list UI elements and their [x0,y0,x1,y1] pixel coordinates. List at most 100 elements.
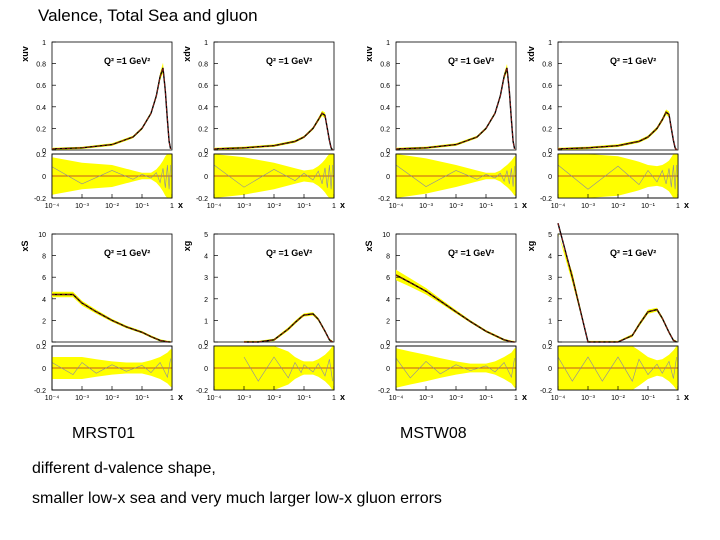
x-tick-label: 10⁻¹ [479,203,493,210]
label-mstw08: MSTW08 [400,425,467,442]
fit-curve [52,294,171,343]
q2-annotation: Q² =1 GeV² [266,56,312,66]
ratio-alt-curve [51,164,171,190]
y-tick-label: 1 [42,40,46,47]
x-tick-label: 10⁻³ [237,203,251,210]
x-tick-label: 1 [676,203,680,210]
x-tick-label: 1 [514,203,518,210]
y-tick-label: 0 [42,340,46,347]
y-tick-label: 0 [548,148,552,155]
x-tick-label: 10⁻⁴ [551,203,566,210]
y-tick-label: 0.8 [380,62,390,69]
x-tick-label: 10⁻⁴ [551,395,566,402]
y-tick-label: 0.4 [380,105,390,112]
x-tick-label: 10⁻³ [419,395,433,402]
ratio-tick-label: 0 [548,174,552,181]
ratio-tick-label: 0 [42,366,46,373]
ratio-tick-label: 0.2 [36,152,46,159]
ratio-tick-label: -0.2 [378,196,390,203]
x-axis-label: x [178,392,183,402]
ratio-tick-label: 0.2 [380,152,390,159]
note-sea-gluon: smaller low-x sea and very much larger l… [32,490,442,507]
x-axis-label: x [684,392,689,402]
ratio-alt-curve [395,357,515,379]
y-tick-label: 4 [204,254,208,261]
q2-annotation: Q² =1 GeV² [610,56,656,66]
ratio-tick-label: 0.2 [36,344,46,351]
y-tick-label: 0.8 [542,62,552,69]
main-frame [51,41,173,151]
ratio-alt-curve [395,164,515,187]
x-tick-label: 10⁻² [105,395,119,402]
y-axis-label: xg [182,241,192,252]
main-error-band [558,232,677,342]
x-tick-label: 10⁻¹ [297,203,311,210]
x-tick-label: 10⁻⁴ [45,395,60,402]
y-tick-label: 2 [386,318,390,325]
fit-curve [557,111,677,151]
y-tick-label: 5 [204,232,208,239]
x-tick-label: 10⁻⁴ [207,203,222,210]
q2-annotation: Q² =1 GeV² [448,56,494,66]
ratio-tick-label: 0.2 [198,344,208,351]
x-tick-label: 10⁻⁴ [207,395,222,402]
y-tick-label: 0 [42,148,46,155]
y-tick-label: 0.4 [198,105,208,112]
main-frame [213,233,335,343]
y-axis-label: xdv [182,46,192,62]
x-tick-label: 1 [332,395,336,402]
y-tick-label: 0.8 [198,62,208,69]
fit-curve [51,67,171,150]
ratio-tick-label: 0 [204,366,208,373]
ratio-alt-curve [557,356,677,382]
y-tick-label: 0.2 [36,126,46,133]
x-tick-label: 10⁻² [611,203,625,210]
ratio-alt-curve [51,358,171,379]
x-axis-label: x [340,392,345,402]
y-tick-label: 6 [42,275,46,282]
y-tick-label: 0.2 [542,126,552,133]
x-tick-label: 10⁻² [611,395,625,402]
y-axis-label: xS [20,240,30,251]
x-axis-label: x [522,200,527,210]
x-tick-label: 10⁻³ [75,203,89,210]
x-tick-label: 10⁻³ [75,395,89,402]
main-frame [557,41,679,151]
ratio-tick-label: 0 [42,174,46,181]
y-tick-label: 3 [548,275,552,282]
x-tick-label: 1 [332,203,336,210]
x-tick-label: 10⁻³ [581,203,595,210]
y-tick-label: 3 [204,275,208,282]
x-tick-label: 1 [514,395,518,402]
y-tick-label: 0.2 [198,126,208,133]
ratio-tick-label: -0.2 [540,388,552,395]
ratio-alt-curve [243,356,333,382]
y-tick-label: 8 [42,254,46,261]
y-axis-label: xdv [526,46,536,62]
y-tick-label: 0.4 [542,105,552,112]
ratio-tick-label: 0 [386,174,390,181]
y-tick-label: 0 [386,148,390,155]
main-frame [395,41,517,151]
ratio-tick-label: 0 [204,174,208,181]
y-tick-label: 0.4 [36,105,46,112]
note-dvalence: different d-valence shape, [32,460,216,477]
x-tick-label: 10⁻¹ [135,395,149,402]
q2-annotation: Q² =1 GeV² [448,248,494,258]
y-tick-label: 0.6 [380,83,390,90]
x-tick-label: 10⁻² [105,203,119,210]
x-tick-label: 10⁻³ [419,203,433,210]
main-frame [51,233,173,343]
ratio-tick-label: 0 [386,366,390,373]
fit-curve [395,274,515,343]
q2-annotation: Q² =1 GeV² [610,248,656,258]
x-tick-label: 10⁻¹ [135,203,149,210]
main-error-band [396,269,515,342]
x-tick-label: 10⁻² [267,203,281,210]
q2-annotation: Q² =1 GeV² [104,248,150,258]
ratio-tick-label: 0.2 [380,344,390,351]
fit-curve [395,67,515,150]
ratio-tick-label: 0.2 [198,152,208,159]
